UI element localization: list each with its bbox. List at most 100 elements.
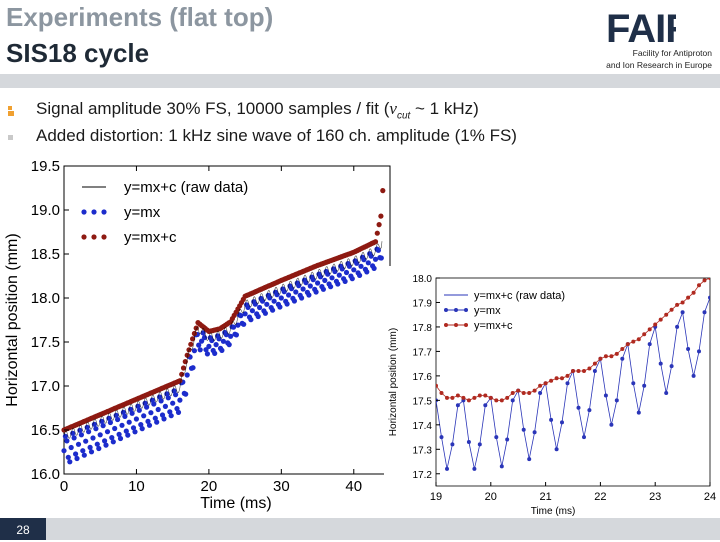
- legend-label: y=mx+c: [124, 229, 177, 246]
- inset-point-y-mxc: [609, 354, 614, 359]
- inset-point-y-mxc: [664, 312, 669, 317]
- inset-point-y-mxc: [466, 398, 471, 403]
- inset-point-y-mx: [609, 422, 614, 427]
- inset-y-tick-label: 18.0: [413, 274, 433, 285]
- point-y-mx: [332, 268, 338, 275]
- point-y-mx: [112, 425, 118, 432]
- point-y-mx: [130, 425, 137, 431]
- bullet-marker-1: [8, 103, 18, 116]
- inset-point-y-mxc: [647, 327, 652, 332]
- y-axis-label: Horizontal position (mm): [4, 233, 21, 406]
- point-y-mx: [159, 412, 166, 418]
- inset-point-y-mxc: [499, 398, 504, 403]
- point-y-mx: [233, 332, 239, 338]
- point-y-mx: [100, 423, 106, 429]
- inset-point-y-mx: [702, 310, 707, 315]
- point-y-mx: [146, 422, 153, 428]
- inset-y-tick-label: 17.6: [413, 372, 433, 383]
- point-y-mx: [65, 454, 71, 460]
- point-y-mx: [125, 432, 131, 438]
- point-y-mxc: [179, 371, 185, 377]
- point-y-mx: [139, 426, 145, 432]
- inset-legend-dot-y-mxc: [444, 323, 448, 327]
- point-y-mx: [167, 409, 173, 415]
- inset-y-tick-label: 17.5: [413, 396, 433, 407]
- bullet-1-italic: v: [389, 99, 397, 118]
- inset-point-y-mxc: [494, 398, 499, 403]
- point-y-mx: [102, 438, 108, 444]
- inset-point-y-mx: [582, 435, 586, 440]
- x-tick-label: 30: [273, 478, 290, 495]
- point-y-mxc: [191, 330, 197, 337]
- point-y-mx: [133, 416, 139, 422]
- inset-y-axis-label: Horizontal position (mm): [388, 328, 399, 436]
- inset-point-y-mx: [686, 347, 691, 351]
- inset-point-y-mxc: [436, 383, 438, 388]
- x-tick-label: 10: [128, 478, 145, 495]
- inset-point-y-mxc: [554, 376, 559, 381]
- point-y-mx: [342, 278, 348, 284]
- inset-point-y-mx: [439, 435, 444, 440]
- point-y-mx: [354, 260, 360, 266]
- point-y-mx: [109, 435, 115, 441]
- inset-chart: 19 20 21 22 23 24 17.2 17.3 17.4 17.5 17.6 17.7 17.8…: [384, 266, 720, 518]
- x-tick-label: 0: [60, 478, 68, 495]
- page-number: 28: [0, 518, 46, 540]
- point-y-mx: [317, 274, 324, 280]
- inset-point-y-mx: [499, 464, 504, 469]
- point-y-mx: [115, 416, 121, 423]
- point-y-mx: [257, 304, 263, 311]
- inset-point-y-mxc: [598, 356, 603, 361]
- inset-point-y-mxc: [702, 278, 707, 283]
- point-y-mx: [300, 286, 306, 292]
- inset-point-y-mxc: [455, 393, 460, 398]
- point-y-mx: [278, 295, 284, 301]
- point-y-mx: [177, 397, 183, 403]
- inset-point-y-mx: [445, 466, 449, 471]
- org-name-line1: Facility for Antiproton: [632, 48, 712, 58]
- inset-point-y-mxc: [549, 378, 554, 383]
- inset-point-y-mxc: [631, 339, 636, 344]
- point-y-mx: [364, 269, 370, 275]
- point-y-mx: [212, 350, 218, 356]
- slide-title: Experiments (flat top): [6, 2, 274, 32]
- point-y-mxc: [188, 341, 194, 347]
- logo-text: FAIR: [606, 7, 676, 46]
- inset-legend-dot-y-mx: [454, 308, 458, 312]
- point-y-mx: [325, 271, 331, 277]
- y-tick-label: 19.5: [31, 158, 60, 175]
- legend-label: y=mx: [124, 204, 161, 221]
- inset-point-y-mx: [477, 442, 482, 447]
- inset-point-y-mxc: [680, 300, 685, 305]
- point-y-mx: [346, 263, 352, 269]
- point-y-mx: [238, 313, 244, 319]
- inset-point-y-mx: [538, 391, 543, 395]
- point-y-mx: [320, 286, 326, 292]
- inset-legend-label: y=mx+c (raw data): [474, 290, 565, 302]
- inset-point-y-mxc: [543, 381, 548, 386]
- y-tick-label: 18.5: [31, 246, 60, 263]
- inset-point-y-mx: [494, 435, 499, 440]
- point-y-mx: [255, 313, 261, 320]
- point-y-mx: [103, 442, 109, 448]
- inset-point-y-mxc: [576, 369, 581, 373]
- point-y-mx: [116, 431, 122, 437]
- inset-y-tick-label: 17.4: [413, 421, 433, 432]
- point-y-mx: [83, 438, 89, 444]
- point-y-mx: [145, 418, 151, 424]
- point-y-mx: [306, 292, 312, 298]
- bullet-text-2: Added distortion: 1 kHz sine wave of 160…: [36, 126, 517, 145]
- inset-point-y-mxc: [560, 376, 564, 381]
- point-y-mx: [80, 448, 86, 454]
- point-y-mx: [357, 272, 363, 278]
- point-y-mx: [335, 281, 341, 287]
- point-y-mx: [87, 444, 93, 450]
- inset-x-axis-label: Time (ms): [531, 506, 576, 517]
- point-y-mx: [161, 416, 167, 422]
- point-y-mx: [67, 459, 73, 465]
- inset-point-y-mxc: [516, 388, 521, 393]
- inset-point-y-mxc: [532, 388, 537, 393]
- point-y-mx: [361, 257, 367, 263]
- point-y-mx: [313, 289, 319, 295]
- point-y-mx: [206, 343, 212, 349]
